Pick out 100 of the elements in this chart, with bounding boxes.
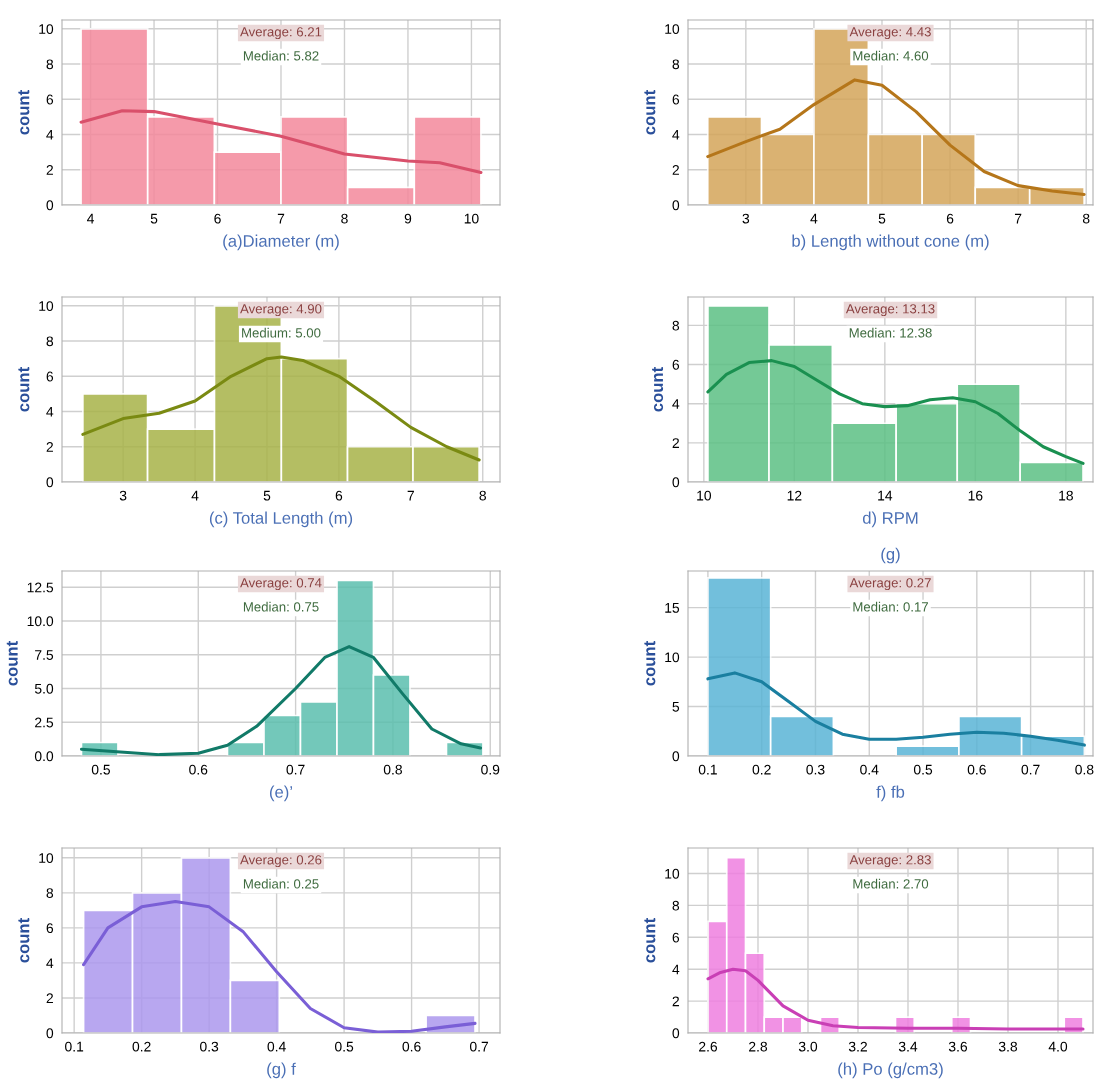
y-tick-label: 6 xyxy=(672,359,680,370)
x-axis-title: d) RPM xyxy=(862,511,918,528)
x-tick-label: 4.0 xyxy=(1048,1041,1068,1052)
x-tick-label: 8 xyxy=(341,213,348,224)
x-axis-title: f) fb xyxy=(876,785,905,802)
x-tick-label: 2.8 xyxy=(749,1041,768,1052)
x-tick-label: 3 xyxy=(119,490,127,501)
annotation: Median: 0.25 xyxy=(243,878,319,889)
x-tick-label: 0.8 xyxy=(383,764,402,775)
y-tick-label: 10 xyxy=(39,853,54,863)
line-series xyxy=(82,900,477,1033)
y-tick-label: 0 xyxy=(46,200,54,211)
y-tick-label: 10 xyxy=(665,868,680,879)
annotation: Average: 0.27 xyxy=(849,578,931,591)
y-tick-label: 2 xyxy=(672,996,679,1007)
x-axis-title: (h) Po (g/cm3) xyxy=(838,1062,943,1079)
x-tick-label: 3.0 xyxy=(798,1041,818,1052)
y-tick-label: 8 xyxy=(46,59,54,70)
x-tick-label: 0.9 xyxy=(481,764,500,775)
annotation: Median: 4.60 xyxy=(853,50,929,61)
chart-title: (g) xyxy=(881,547,900,564)
x-tick-label: 0.8 xyxy=(1075,764,1094,775)
y-tick-label: 8 xyxy=(46,888,54,899)
x-tick-label: 2.6 xyxy=(699,1041,718,1052)
annotation: Average: 0.74 xyxy=(240,578,322,591)
y-tick-label: 10 xyxy=(39,301,54,311)
y-tick-label: 6 xyxy=(46,923,54,934)
y-tick-label: 4 xyxy=(46,958,54,968)
annotation: Median: 5.82 xyxy=(243,50,319,61)
y-tick-label: 8 xyxy=(46,336,54,347)
x-tick-label: 3.6 xyxy=(948,1041,968,1052)
x-tick-label: 0.6 xyxy=(967,764,986,775)
x-tick-label: 0.1 xyxy=(65,1041,84,1052)
x-tick-label: 10 xyxy=(697,490,712,501)
y-tick-label: 2 xyxy=(46,993,53,1003)
x-tick-label: 7 xyxy=(277,213,285,224)
x-tick-label: 5 xyxy=(878,213,886,224)
x-tick-label: 3.4 xyxy=(898,1041,918,1052)
y-tick-label: 4 xyxy=(672,130,680,140)
x-tick-label: 0.3 xyxy=(806,764,825,775)
y-tick-label: 0 xyxy=(46,477,54,488)
x-tick-label: 0.5 xyxy=(91,764,111,775)
y-axis-title: count xyxy=(644,918,656,963)
y-tick-label: 10 xyxy=(665,652,680,663)
x-tick-label: 0.2 xyxy=(752,764,771,775)
x-tick-label: 6 xyxy=(214,213,221,224)
x-tick-label: 4 xyxy=(810,213,818,224)
y-tick-label: 4 xyxy=(46,407,54,417)
annotation: Average: 6.21 xyxy=(240,27,322,40)
x-tick-label: 5 xyxy=(263,490,271,501)
y-tick-label: 10.0 xyxy=(27,616,54,627)
x-tick-label: 7 xyxy=(407,490,414,501)
y-tick-label: 0 xyxy=(672,200,680,211)
y-tick-label: 5.0 xyxy=(34,683,54,694)
y-axis-title: count xyxy=(644,641,656,686)
x-tick-label: 0.7 xyxy=(469,1041,489,1052)
x-tick-label: 3 xyxy=(742,213,750,224)
x-tick-label: 4 xyxy=(191,490,199,501)
annotation: Average: 4.90 xyxy=(240,304,322,317)
y-axis-title: count xyxy=(652,367,664,412)
y-tick-label: 6 xyxy=(672,94,680,105)
annotation: Median: 12.38 xyxy=(849,327,932,338)
annotation: Median: 0.17 xyxy=(853,601,928,612)
annotation: Median: 2.70 xyxy=(853,878,929,889)
x-tick-label: 0.7 xyxy=(1021,764,1040,775)
x-axis-title: (c) Total Length (m) xyxy=(209,511,353,528)
x-axis-title: b) Length without cone (m) xyxy=(792,234,989,251)
y-axis-title: count xyxy=(6,641,18,686)
x-tick-label: 4 xyxy=(87,213,95,224)
x-tick-label: 3.2 xyxy=(848,1041,867,1052)
annotation: Medium: 5.00 xyxy=(242,327,321,338)
y-tick-label: 6 xyxy=(46,371,54,382)
y-tick-label: 0 xyxy=(672,751,680,762)
y-tick-label: 2 xyxy=(672,438,679,448)
x-tick-label: 0.6 xyxy=(402,1041,421,1052)
x-tick-label: 0.6 xyxy=(189,764,208,775)
line-series xyxy=(706,967,1085,1031)
x-tick-label: 10 xyxy=(464,213,479,224)
y-tick-label: 0 xyxy=(672,477,680,488)
line-series xyxy=(706,359,1085,465)
y-tick-label: 2 xyxy=(672,165,679,175)
x-tick-label: 0.4 xyxy=(860,764,879,775)
annotation: Average: 13.13 xyxy=(845,304,935,317)
y-tick-label: 0 xyxy=(46,1028,54,1039)
x-tick-label: 0.4 xyxy=(267,1041,286,1052)
y-tick-label: 2 xyxy=(46,165,53,175)
x-tick-label: 12 xyxy=(787,490,802,501)
y-axis-title: count xyxy=(18,90,30,135)
x-tick-label: 8 xyxy=(479,490,486,501)
y-tick-label: 4 xyxy=(46,130,54,140)
x-tick-label: 0.2 xyxy=(132,1041,151,1052)
annotation: Average: 0.26 xyxy=(240,855,322,868)
x-tick-label: 0.5 xyxy=(334,1041,354,1052)
y-tick-label: 2.5 xyxy=(35,717,54,728)
y-tick-label: 4 xyxy=(672,399,680,409)
line-series xyxy=(81,355,481,462)
x-tick-label: 18 xyxy=(1059,490,1073,501)
line-series xyxy=(706,78,1086,196)
annotation: Average: 2.83 xyxy=(849,855,931,868)
y-tick-label: 6 xyxy=(672,932,680,943)
